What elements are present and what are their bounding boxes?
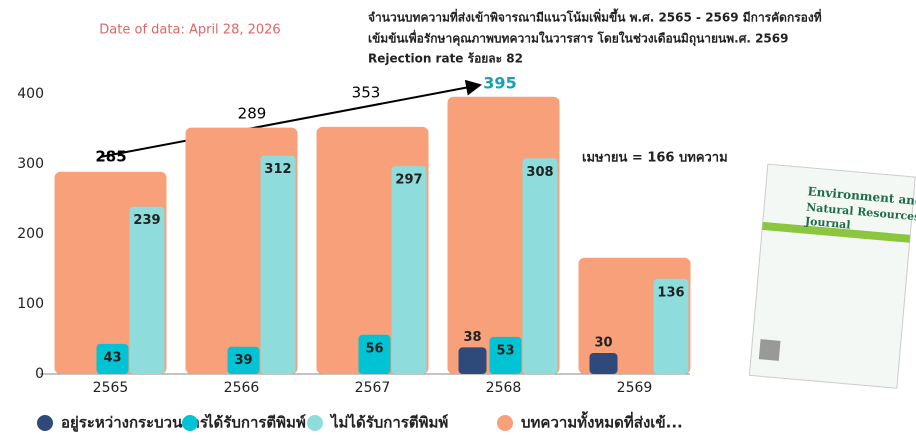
note: เมษายน = 166 บทความ bbox=[582, 151, 728, 166]
value-label: 30 bbox=[594, 336, 612, 351]
x-tick-label: 2566 bbox=[224, 380, 260, 396]
value-label: 312 bbox=[264, 162, 291, 177]
legend-swatch bbox=[37, 415, 53, 431]
x-tick-label: 2568 bbox=[486, 380, 522, 396]
y-tick-label: 400 bbox=[17, 86, 44, 102]
annotation: 395 bbox=[483, 74, 516, 93]
value-label: 38 bbox=[463, 330, 481, 345]
bar bbox=[459, 347, 487, 374]
title: เข้มข้นเพื่อรักษาคุณภาพบทความในวารสาร โด… bbox=[368, 30, 788, 47]
bar bbox=[590, 353, 618, 374]
journal-cover: Environment and Natural Resources Journa… bbox=[749, 164, 916, 389]
legend-swatch bbox=[497, 415, 513, 431]
chart: Date of data: April 28, 2026 จำนวนบทความ… bbox=[0, 0, 916, 440]
legend-label: บทความทั้งหมดที่ส่งเข้... bbox=[521, 411, 683, 432]
bar bbox=[261, 156, 296, 374]
value-label: 136 bbox=[657, 285, 684, 300]
x-tick-label: 2565 bbox=[93, 380, 129, 396]
annotation: 289 bbox=[238, 105, 267, 123]
bar bbox=[130, 207, 165, 374]
x-tick-label: 2569 bbox=[617, 380, 653, 396]
bar bbox=[392, 166, 427, 374]
legend-label: ไม่ได้รับการตีพิมพ์ bbox=[329, 413, 448, 432]
value-label: 39 bbox=[234, 353, 252, 368]
date-note: Date of data: April 28, 2026 bbox=[99, 23, 280, 38]
legend-swatch bbox=[307, 415, 323, 431]
value-label: 297 bbox=[395, 173, 422, 188]
y-tick-label: 300 bbox=[17, 156, 44, 172]
y-tick-label: 200 bbox=[17, 226, 44, 242]
value-label: 308 bbox=[526, 165, 553, 180]
y-tick-label: 100 bbox=[17, 296, 44, 312]
legend-swatch bbox=[182, 415, 198, 431]
legend-label: ได้รับการตีพิมพ์ bbox=[204, 413, 306, 432]
bar bbox=[523, 158, 558, 374]
y-tick-label: 0 bbox=[35, 366, 44, 382]
value-label: 43 bbox=[103, 350, 121, 365]
qr-code bbox=[759, 339, 781, 361]
title: Rejection rate ร้อยละ 82 bbox=[368, 52, 523, 66]
value-label: 239 bbox=[133, 213, 160, 228]
annotation: 353 bbox=[352, 84, 381, 102]
annotation: 285 bbox=[95, 148, 126, 166]
value-label: 56 bbox=[365, 341, 383, 356]
x-tick-label: 2567 bbox=[355, 380, 391, 396]
value-label: 53 bbox=[496, 343, 514, 358]
title: จำนวนบทความที่ส่งเข้าพิจารณามีแนวโน้มเพิ… bbox=[368, 8, 822, 25]
